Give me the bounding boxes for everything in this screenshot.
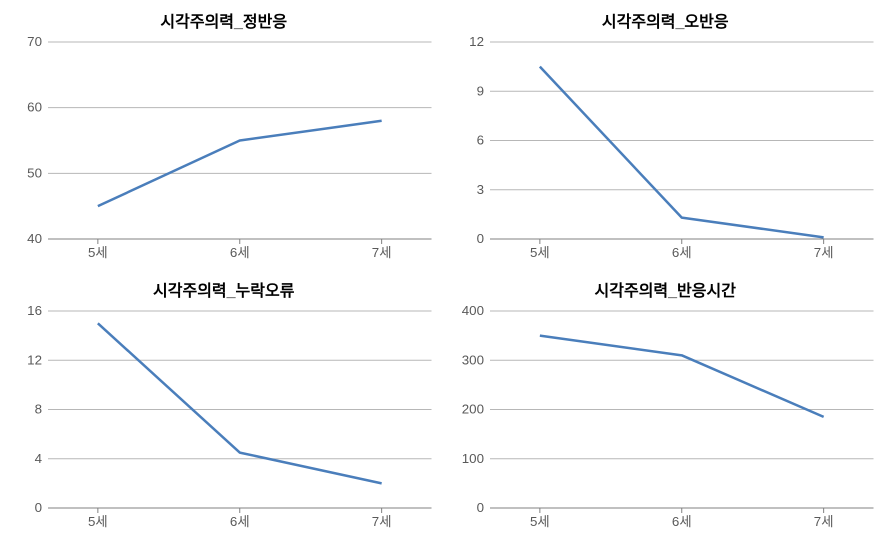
x-tick-label: 7세 xyxy=(372,245,392,260)
chart-title: 시각주의력_정반응 xyxy=(8,8,440,32)
x-tick-label: 6세 xyxy=(230,245,250,260)
x-tick-label: 5세 xyxy=(88,514,108,529)
chart-plot: 0 100 200 300 400 5세 6세 7세 xyxy=(450,305,882,536)
x-tick-label: 7세 xyxy=(813,245,833,260)
chart-title: 시각주의력_반응시간 xyxy=(450,277,882,301)
y-tick-label: 8 xyxy=(35,402,42,417)
chart-plot: 0 3 6 9 12 5세 6세 7세 xyxy=(450,36,882,267)
line-chart-svg: 0 3 6 9 12 5세 6세 7세 xyxy=(450,36,882,267)
y-tick-label: 100 xyxy=(461,451,483,466)
x-tick-label: 7세 xyxy=(372,514,392,529)
data-line xyxy=(98,121,382,206)
y-tick-label: 50 xyxy=(27,165,42,180)
line-chart-svg: 40 50 60 70 5세 6세 7세 xyxy=(8,36,440,267)
x-tick-label: 6세 xyxy=(671,245,691,260)
chart-title: 시각주의력_누락오류 xyxy=(8,277,440,301)
chart-grid: 시각주의력_정반응 405060705세6세7세 시각주의력_오반응 03691… xyxy=(0,0,889,536)
data-line xyxy=(539,336,823,417)
y-tick-label: 60 xyxy=(27,100,42,115)
chart-plot: 0 4 8 12 16 5세 6세 7세 xyxy=(8,305,440,536)
y-tick-label: 16 xyxy=(27,305,42,318)
data-line xyxy=(98,323,382,483)
y-tick-label: 3 xyxy=(476,182,483,197)
y-tick-label: 40 xyxy=(27,231,42,246)
y-tick-label: 12 xyxy=(469,36,484,49)
y-tick-label: 0 xyxy=(476,231,483,246)
x-tick-label: 6세 xyxy=(671,514,691,529)
panel-top-right: 시각주의력_오반응 0 3 6 9 12 5세 6세 7세 xyxy=(450,8,882,267)
y-tick-label: 70 xyxy=(27,36,42,49)
y-tick-label: 200 xyxy=(461,402,483,417)
y-tick-label: 9 xyxy=(476,83,483,98)
data-line xyxy=(539,67,823,238)
x-tick-label: 6세 xyxy=(230,514,250,529)
panel-top-left: 시각주의력_정반응 40 50 60 70 5세 6세 7세 xyxy=(8,8,440,267)
y-tick-label: 300 xyxy=(461,352,483,367)
x-tick-label: 5세 xyxy=(530,514,550,529)
y-tick-label: 0 xyxy=(476,500,483,515)
y-tick-label: 0 xyxy=(35,500,42,515)
x-tick-label: 5세 xyxy=(88,245,108,260)
x-tick-label: 5세 xyxy=(530,245,550,260)
y-tick-label: 4 xyxy=(35,451,43,466)
y-tick-label: 400 xyxy=(461,305,483,318)
chart-title: 시각주의력_오반응 xyxy=(450,8,882,32)
y-tick-label: 12 xyxy=(27,352,42,367)
chart-plot: 40 50 60 70 5세 6세 7세 xyxy=(8,36,440,267)
x-tick-label: 7세 xyxy=(813,514,833,529)
line-chart-svg: 0 4 8 12 16 5세 6세 7세 xyxy=(8,305,440,536)
y-tick-label: 6 xyxy=(476,133,483,148)
line-chart-svg: 0 100 200 300 400 5세 6세 7세 xyxy=(450,305,882,536)
panel-bottom-right: 시각주의력_반응시간 0 100 200 300 400 5세 6세 7세 xyxy=(450,277,882,536)
panel-bottom-left: 시각주의력_누락오류 0 4 8 12 16 5세 6세 7세 xyxy=(8,277,440,536)
